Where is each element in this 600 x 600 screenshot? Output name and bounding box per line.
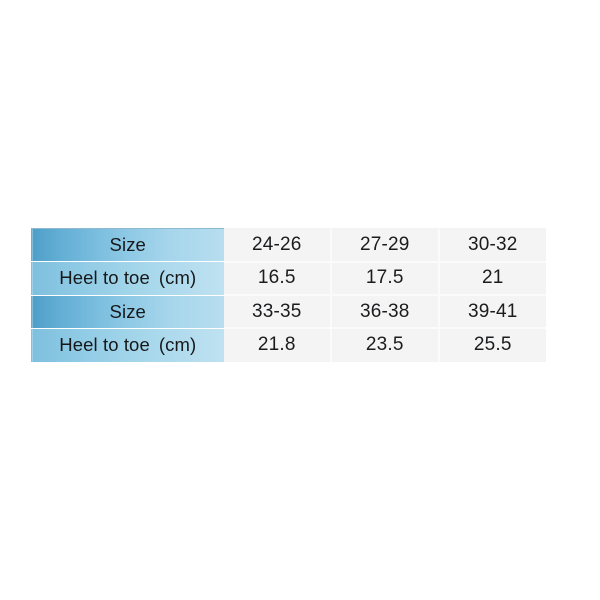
row-label-size-2: Size xyxy=(31,294,224,329)
table-row: Heel to toe (cm) 16.5 17.5 21 xyxy=(31,261,546,297)
table-row: Size 24-26 27-29 30-32 xyxy=(31,227,546,263)
cell-size-33-35: 33-35 xyxy=(223,295,332,330)
cell-heel-21: 21 xyxy=(438,261,546,297)
cell-heel-16-5: 16.5 xyxy=(223,261,332,297)
cell-size-24-26: 24-26 xyxy=(223,228,332,263)
row-label-heel-to-toe-2-text: Heel to toe xyxy=(59,334,150,356)
cell-size-27-29: 27-29 xyxy=(331,228,440,263)
row-label-heel-to-toe-2: Heel to toe (cm) xyxy=(31,327,224,362)
size-chart-body: Size 24-26 27-29 30-32 Heel to toe (cm) 1… xyxy=(31,227,546,362)
cell-heel-17-5: 17.5 xyxy=(331,261,440,297)
size-chart-table: Size 24-26 27-29 30-32 Heel to toe (cm) 1… xyxy=(31,227,546,362)
row-label-size-1: Size xyxy=(31,227,224,263)
row-label-heel-to-toe-2-unit: (cm) xyxy=(158,334,197,356)
cell-heel-23-5: 23.5 xyxy=(331,328,440,362)
table-row: Heel to toe (cm) 21.8 23.5 25.5 xyxy=(31,327,546,362)
cell-size-30-32: 30-32 xyxy=(438,228,546,263)
cell-size-39-41: 39-41 xyxy=(438,295,546,330)
cell-heel-25-5: 25.5 xyxy=(438,328,546,362)
row-label-heel-to-toe-1: Heel to toe (cm) xyxy=(31,261,224,296)
table-row: Size 33-35 36-38 39-41 xyxy=(31,294,546,330)
row-label-heel-to-toe-1-text: Heel to toe xyxy=(59,267,150,289)
cell-heel-21-8: 21.8 xyxy=(223,328,332,362)
row-label-heel-to-toe-1-unit: (cm) xyxy=(158,267,197,289)
cell-size-36-38: 36-38 xyxy=(331,295,440,330)
